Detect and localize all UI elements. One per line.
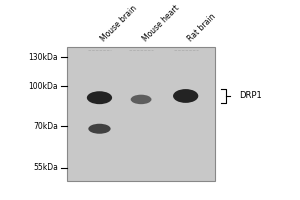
Text: 100kDa: 100kDa [28, 82, 58, 91]
Bar [67, 47, 215, 181]
Ellipse shape [87, 91, 112, 104]
Text: Mouse heart: Mouse heart [141, 3, 181, 43]
Text: DRP1: DRP1 [239, 91, 262, 100]
Text: 70kDa: 70kDa [33, 122, 58, 131]
Text: 130kDa: 130kDa [28, 53, 58, 62]
Ellipse shape [88, 124, 111, 134]
Text: 55kDa: 55kDa [33, 163, 58, 172]
Ellipse shape [131, 95, 152, 104]
Text: Rat brain: Rat brain [186, 12, 217, 43]
Ellipse shape [173, 89, 198, 103]
Text: Mouse brain: Mouse brain [100, 4, 139, 43]
